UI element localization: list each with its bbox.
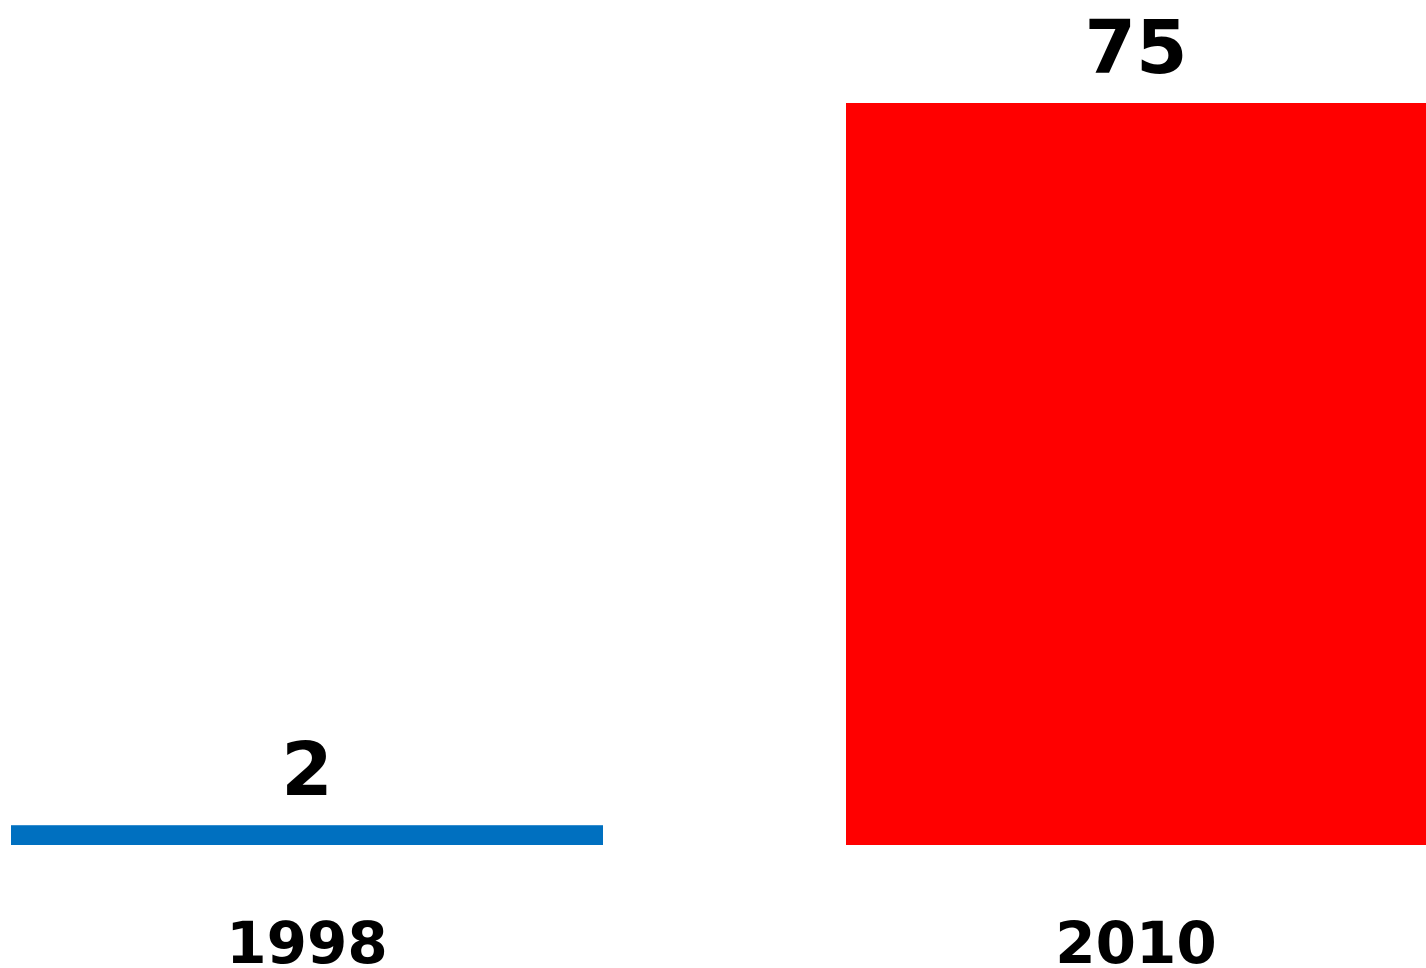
bars-group [11,103,1426,845]
value-labels-group: 2 75 [281,5,1187,813]
bar-1998 [11,825,603,845]
category-label-1998: 1998 [226,909,387,968]
bar-2010 [846,103,1426,845]
category-labels-group: 1998 2010 [226,909,1216,968]
category-label-2010: 2010 [1055,909,1216,968]
data-label-2010: 75 [1085,5,1188,91]
data-label-1998: 2 [281,727,333,813]
